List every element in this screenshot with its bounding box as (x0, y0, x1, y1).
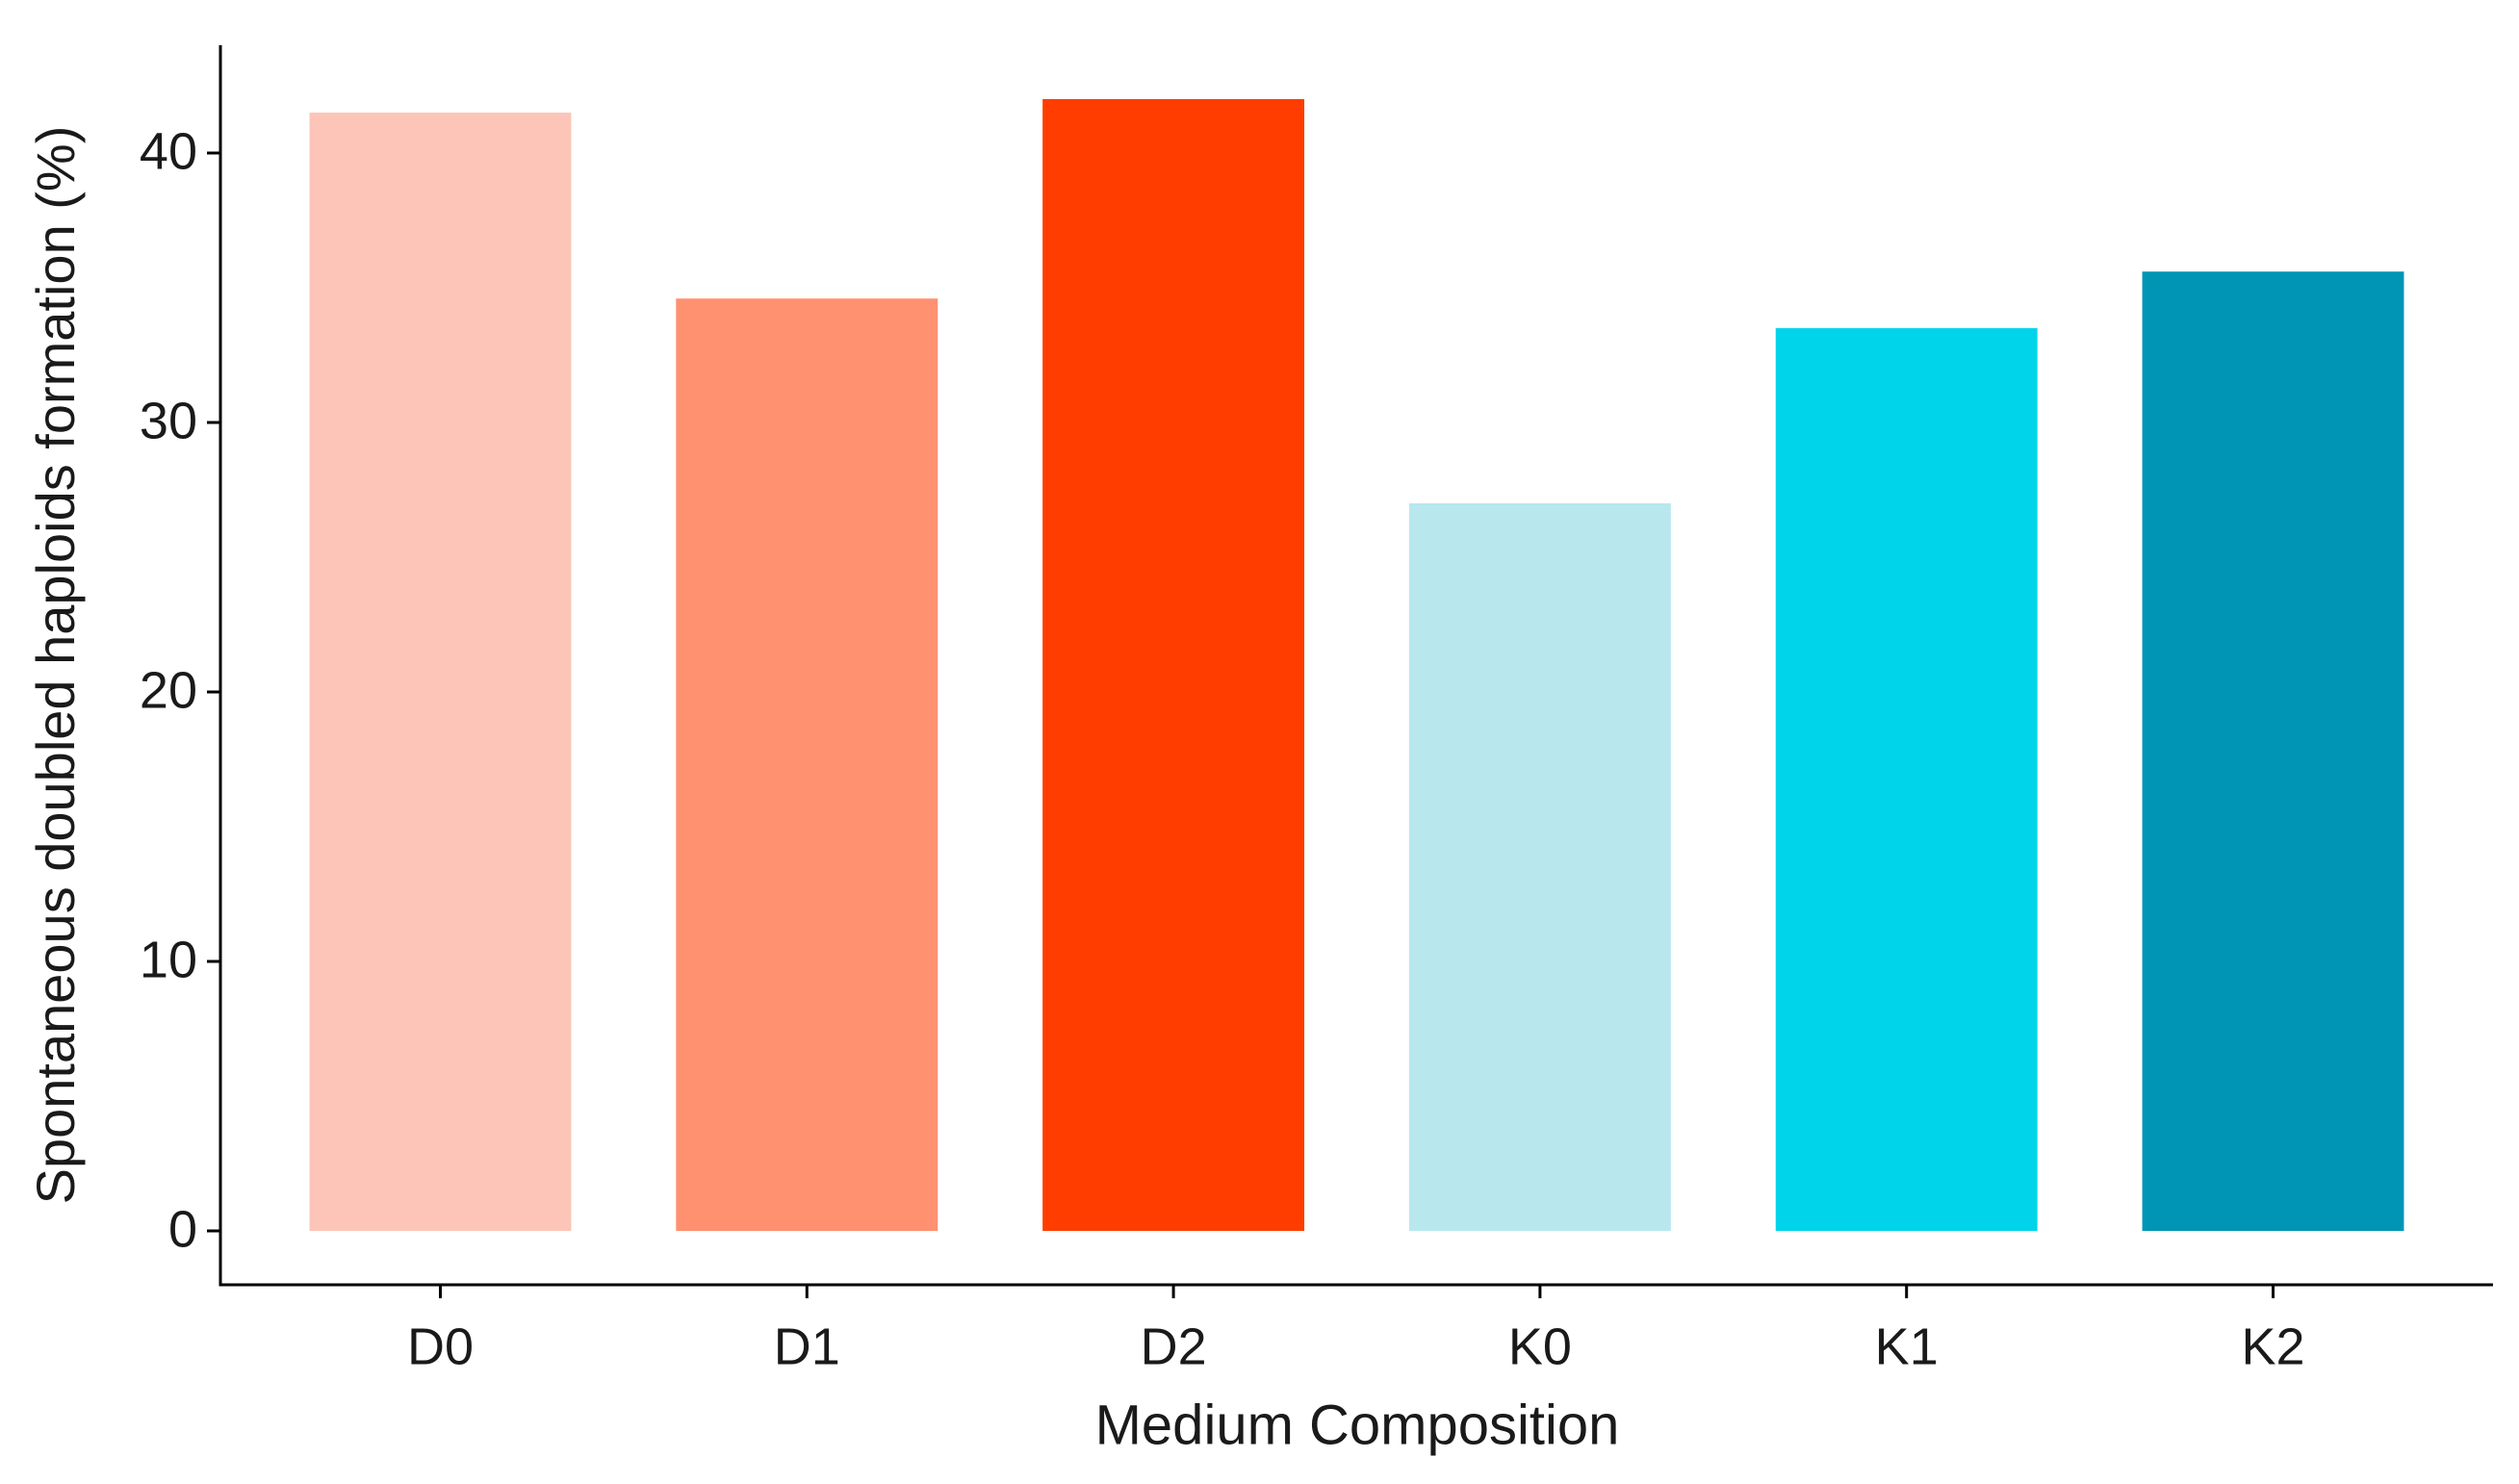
bar (1408, 503, 1671, 1231)
x-tick-label: K1 (1875, 1318, 1939, 1375)
y-tick-label: 40 (140, 122, 197, 180)
bar (2142, 271, 2404, 1231)
x-tick-label: D0 (407, 1318, 474, 1375)
x-axis-title: Medium Composition (1095, 1394, 1620, 1456)
x-tick-label: K2 (2241, 1318, 2304, 1375)
y-axis-title: Spontaneous doubled haploids formation (… (25, 126, 86, 1205)
x-tick-label: D1 (774, 1318, 840, 1375)
bar (676, 298, 938, 1231)
y-tick-label: 0 (168, 1200, 197, 1258)
x-tick-label: K0 (1508, 1318, 1572, 1375)
bar (1042, 99, 1305, 1231)
y-tick-label: 10 (140, 931, 197, 988)
y-tick-label: 20 (140, 661, 197, 719)
y-tick-label: 30 (140, 392, 197, 449)
bar (309, 113, 572, 1231)
x-tick-label: D2 (1141, 1318, 1207, 1375)
bar (1775, 328, 2038, 1231)
